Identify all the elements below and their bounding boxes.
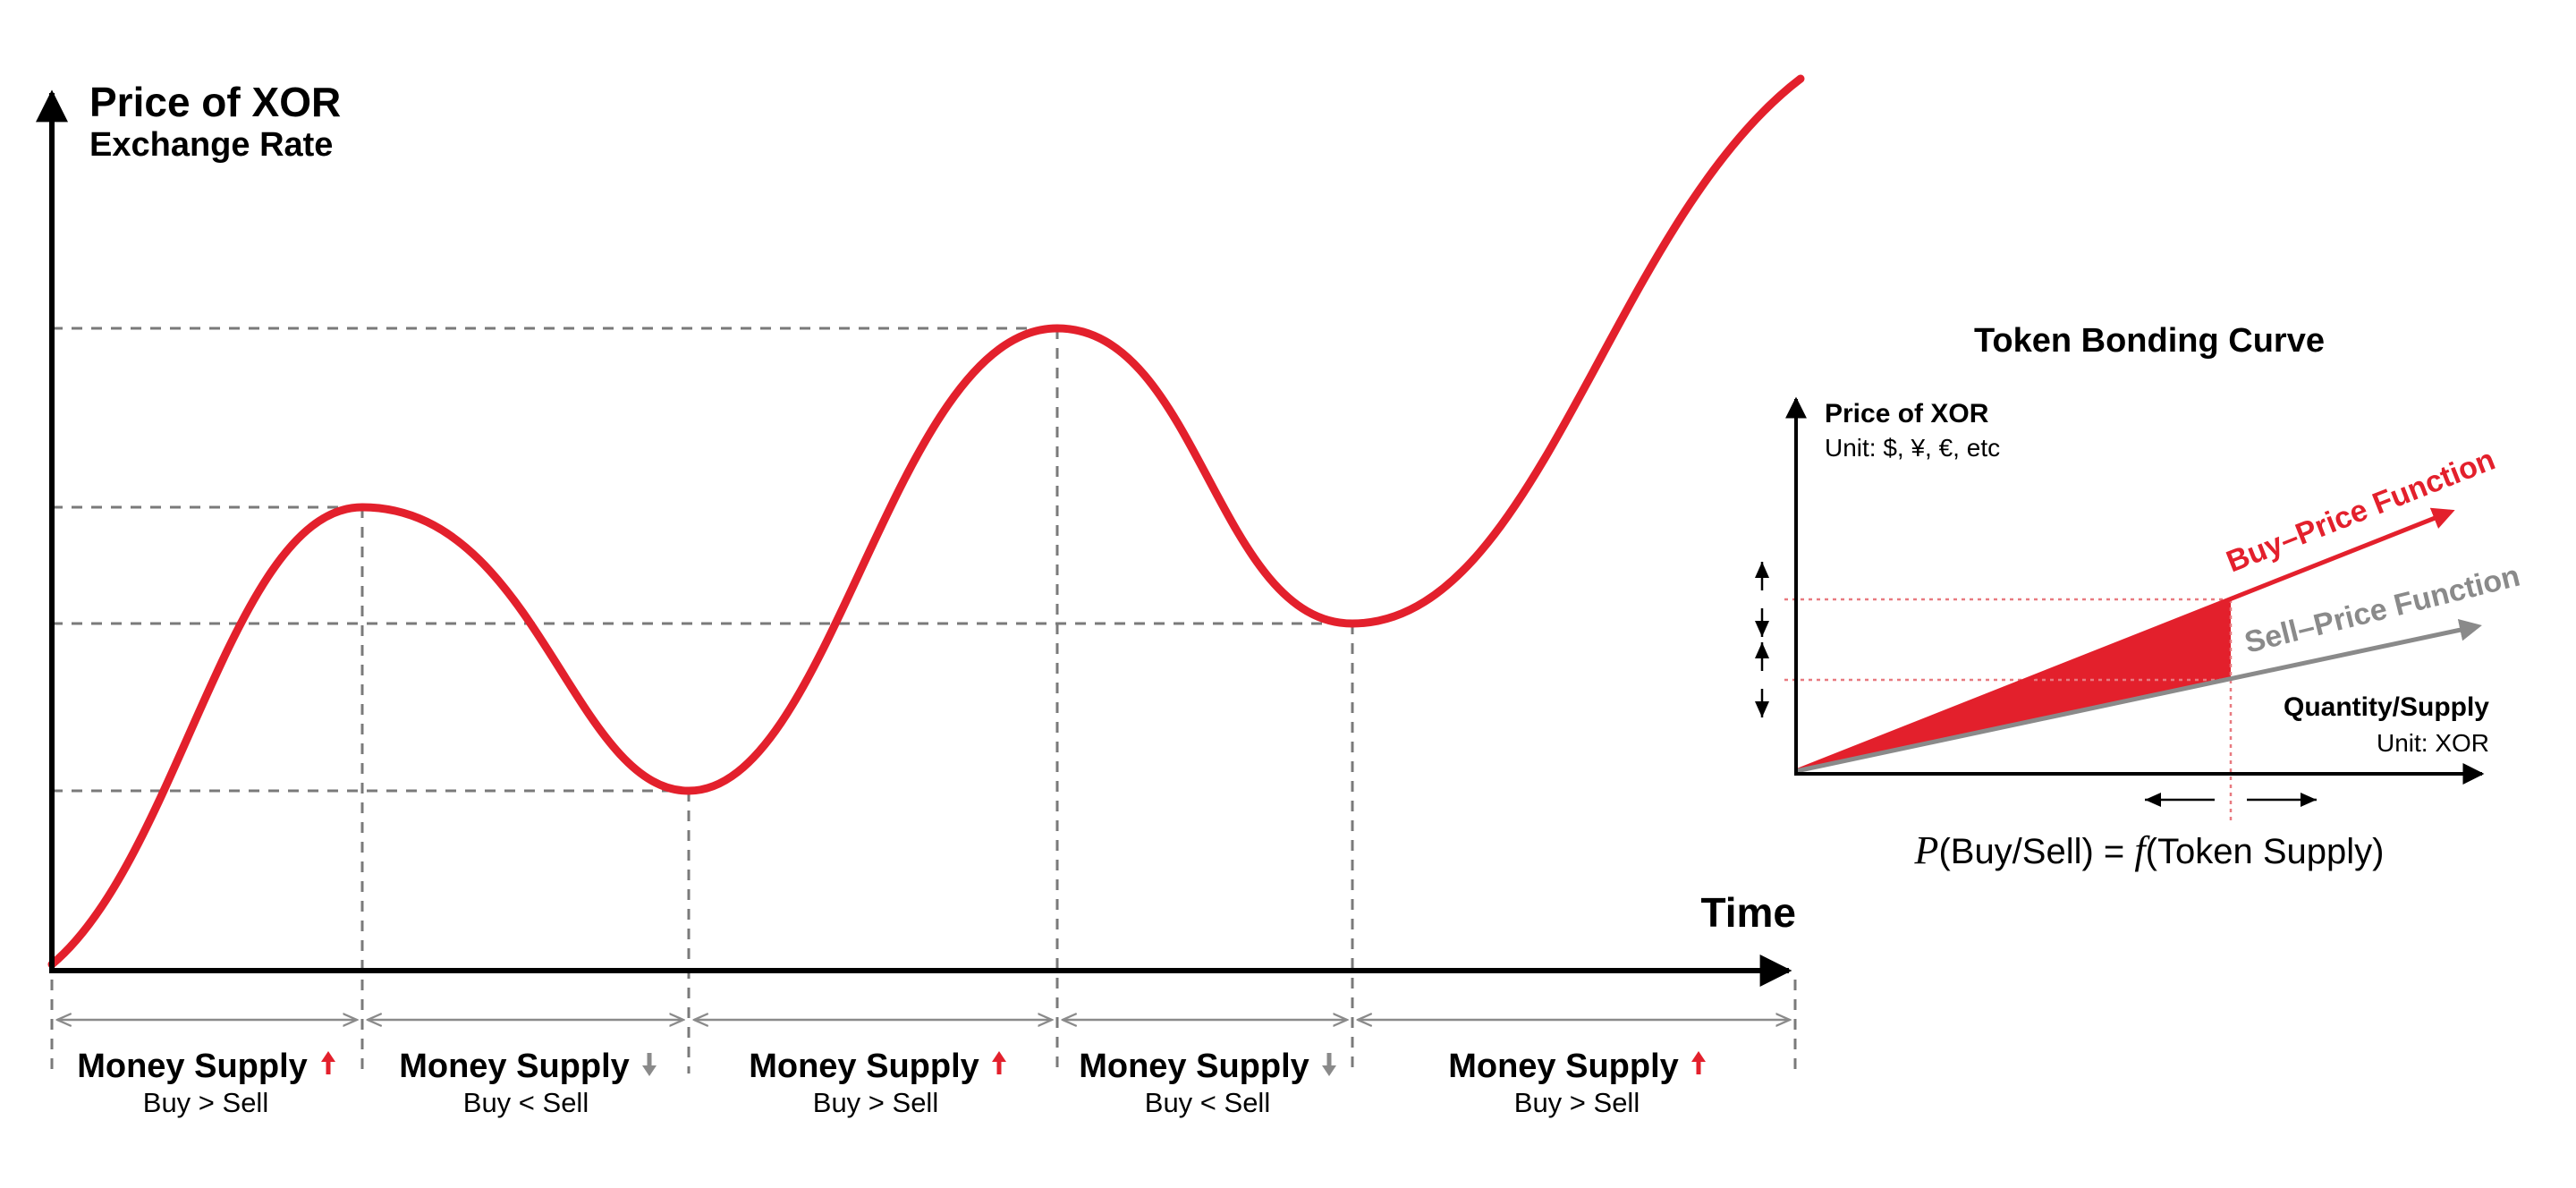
- main-chart: Price of XOR Exchange Rate Time Money Su…: [36, 74, 1805, 1118]
- y-axis-title: Price of XOR: [89, 79, 341, 125]
- segment-title: Money Supply: [749, 1048, 979, 1085]
- formula-f-args: (Token Supply): [2146, 832, 2385, 871]
- segment-label-5: Money Supply Buy > Sell: [1448, 1048, 1706, 1118]
- formula-p-args: (Buy/Sell) =: [1938, 832, 2134, 871]
- segment-label-4: Money Supply Buy < Sell: [1079, 1048, 1336, 1118]
- segment-label-2: Money Supply Buy < Sell: [399, 1048, 657, 1118]
- sell-price-function-line: [1795, 618, 2482, 774]
- inset-guides: [1784, 598, 2233, 821]
- arrow-up-icon: [1691, 1051, 1706, 1074]
- inset-x-label: Quantity/Supply: [2284, 692, 2489, 722]
- y-axis-subtitle: Exchange Rate: [89, 126, 333, 164]
- arrow-down-icon: [1322, 1053, 1336, 1076]
- buy-price-function-line: [1795, 507, 2455, 774]
- price-curve: [47, 74, 1805, 969]
- arrow-down-icon: [642, 1053, 657, 1076]
- segment-subtitle: Buy > Sell: [1514, 1087, 1640, 1118]
- inset-title: Token Bonding Curve: [1974, 322, 2325, 360]
- bonding-curve-inset: Token Bonding Curve Price of XOR Unit: $…: [1755, 322, 2523, 872]
- segment-label-1: Money Supply Buy > Sell: [77, 1048, 335, 1118]
- segment-subtitle: Buy > Sell: [813, 1087, 938, 1118]
- formula-p-symbol: P: [1914, 828, 1939, 872]
- segment-subtitle: Buy > Sell: [143, 1087, 268, 1118]
- segment-labels: Money Supply Buy > Sell Money Supply Buy…: [77, 1048, 1706, 1118]
- bonding-formula: P(Buy/Sell) = f(Token Supply): [1914, 828, 2385, 872]
- vertical-guides: [50, 328, 1797, 1073]
- segment-title: Money Supply: [399, 1048, 630, 1085]
- inset-x-unit: Unit: XOR: [2377, 729, 2489, 757]
- inset-y-unit: Unit: $, ¥, €, etc: [1825, 434, 2000, 462]
- horizontal-guides: [52, 327, 1352, 793]
- segment-label-3: Money Supply Buy > Sell: [749, 1048, 1006, 1118]
- x-axis-title: Time: [1700, 889, 1796, 936]
- segment-title: Money Supply: [1448, 1048, 1679, 1085]
- segment-subtitle: Buy < Sell: [1145, 1087, 1270, 1118]
- arrow-up-icon: [321, 1051, 335, 1074]
- buy-price-function-label: Buy–Price Function: [2222, 443, 2500, 580]
- segment-title: Money Supply: [1079, 1048, 1309, 1085]
- inset-y-label: Price of XOR: [1825, 399, 1989, 429]
- arrow-up-icon: [992, 1051, 1006, 1074]
- segment-subtitle: Buy < Sell: [463, 1087, 589, 1118]
- segment-title: Money Supply: [77, 1048, 308, 1085]
